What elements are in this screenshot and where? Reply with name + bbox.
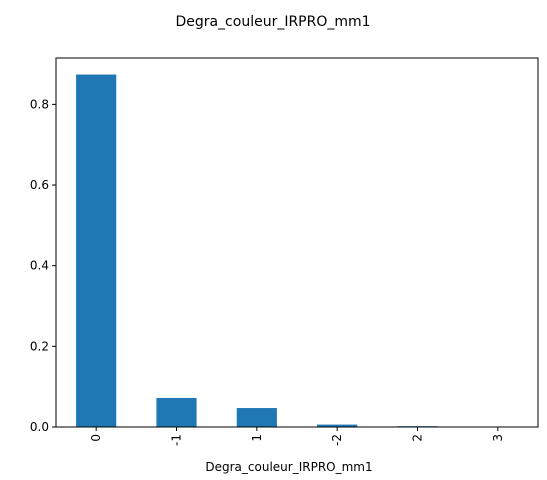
- y-tick-label: 0.2: [30, 339, 49, 353]
- bar-1: [236, 408, 277, 427]
- bar--2: [317, 424, 358, 427]
- plot-frame: [55, 57, 539, 428]
- y-tick-label: 0.4: [30, 259, 49, 273]
- chart-title: Degra_couleur_IRPRO_mm1: [175, 14, 370, 30]
- x-tick-label-3: 3: [491, 434, 505, 442]
- x-tick-label-1: 1: [250, 434, 264, 442]
- x-axis: 0 -1 1 -2 2 3: [89, 427, 505, 446]
- y-tick-label: 0.8: [30, 97, 49, 111]
- y-tick-label: 0.0: [30, 420, 49, 434]
- bar--1: [156, 397, 197, 427]
- x-axis-label: Degra_couleur_IRPRO_mm1: [205, 460, 372, 474]
- bar-0: [76, 74, 117, 427]
- y-axis: 0.0 0.2 0.4 0.6 0.8: [30, 97, 56, 434]
- x-tick-label-0: 0: [89, 434, 103, 442]
- x-tick-label--2: -2: [330, 434, 344, 446]
- x-tick-label--1: -1: [170, 434, 184, 446]
- x-tick-label-2: 2: [411, 434, 425, 442]
- y-tick-label: 0.6: [30, 178, 49, 192]
